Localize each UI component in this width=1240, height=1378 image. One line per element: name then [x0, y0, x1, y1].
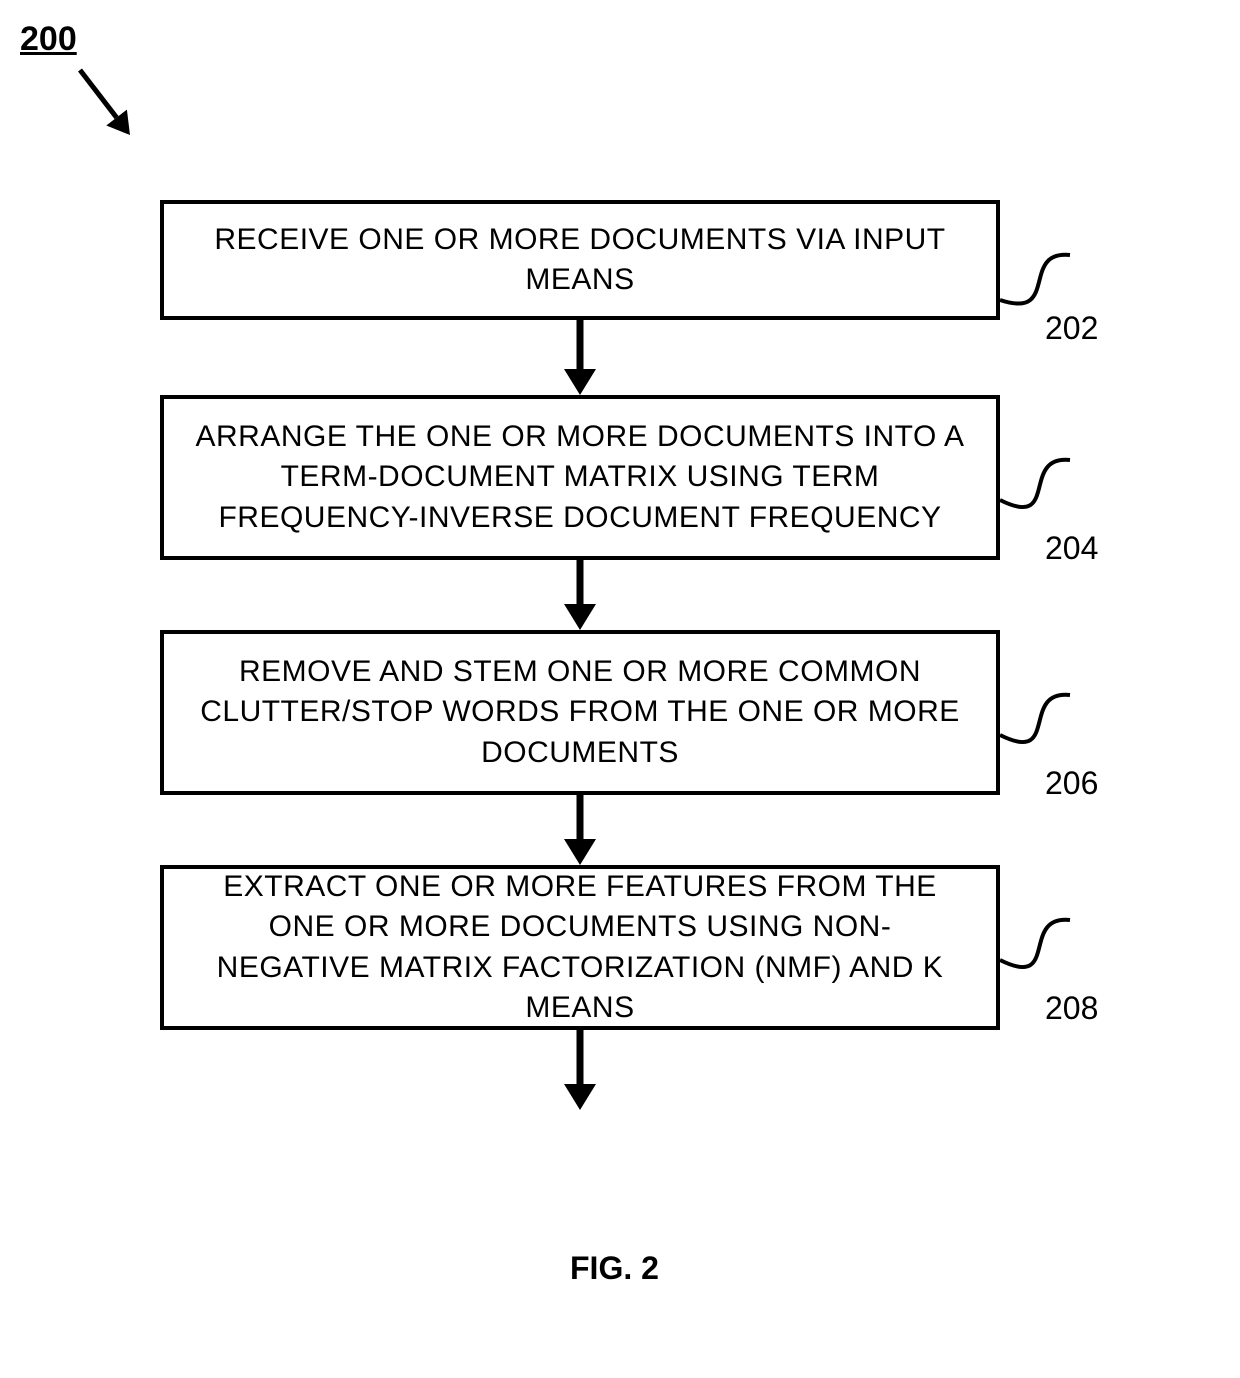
figure-number: 200: [20, 20, 77, 59]
figure-caption: FIG. 2: [570, 1250, 659, 1287]
step-206-label: 206: [1045, 765, 1098, 802]
step-text: ARRANGE THE ONE OR MORE DOCUMENTS INTO A…: [194, 417, 966, 539]
step-208: EXTRACT ONE OR MORE FEATURES FROM THE ON…: [160, 865, 1000, 1030]
step-204: ARRANGE THE ONE OR MORE DOCUMENTS INTO A…: [160, 395, 1000, 560]
step-206: REMOVE AND STEM ONE OR MORE COMMON CLUTT…: [160, 630, 1000, 795]
step-202: RECEIVE ONE OR MORE DOCUMENTS VIA INPUT …: [160, 200, 1000, 320]
step-208-label: 208: [1045, 990, 1098, 1027]
step-text: REMOVE AND STEM ONE OR MORE COMMON CLUTT…: [194, 652, 966, 774]
step-204-label: 204: [1045, 530, 1098, 567]
step-202-label: 202: [1045, 310, 1098, 347]
step-text: EXTRACT ONE OR MORE FEATURES FROM THE ON…: [194, 867, 966, 1029]
step-text: RECEIVE ONE OR MORE DOCUMENTS VIA INPUT …: [194, 220, 966, 301]
